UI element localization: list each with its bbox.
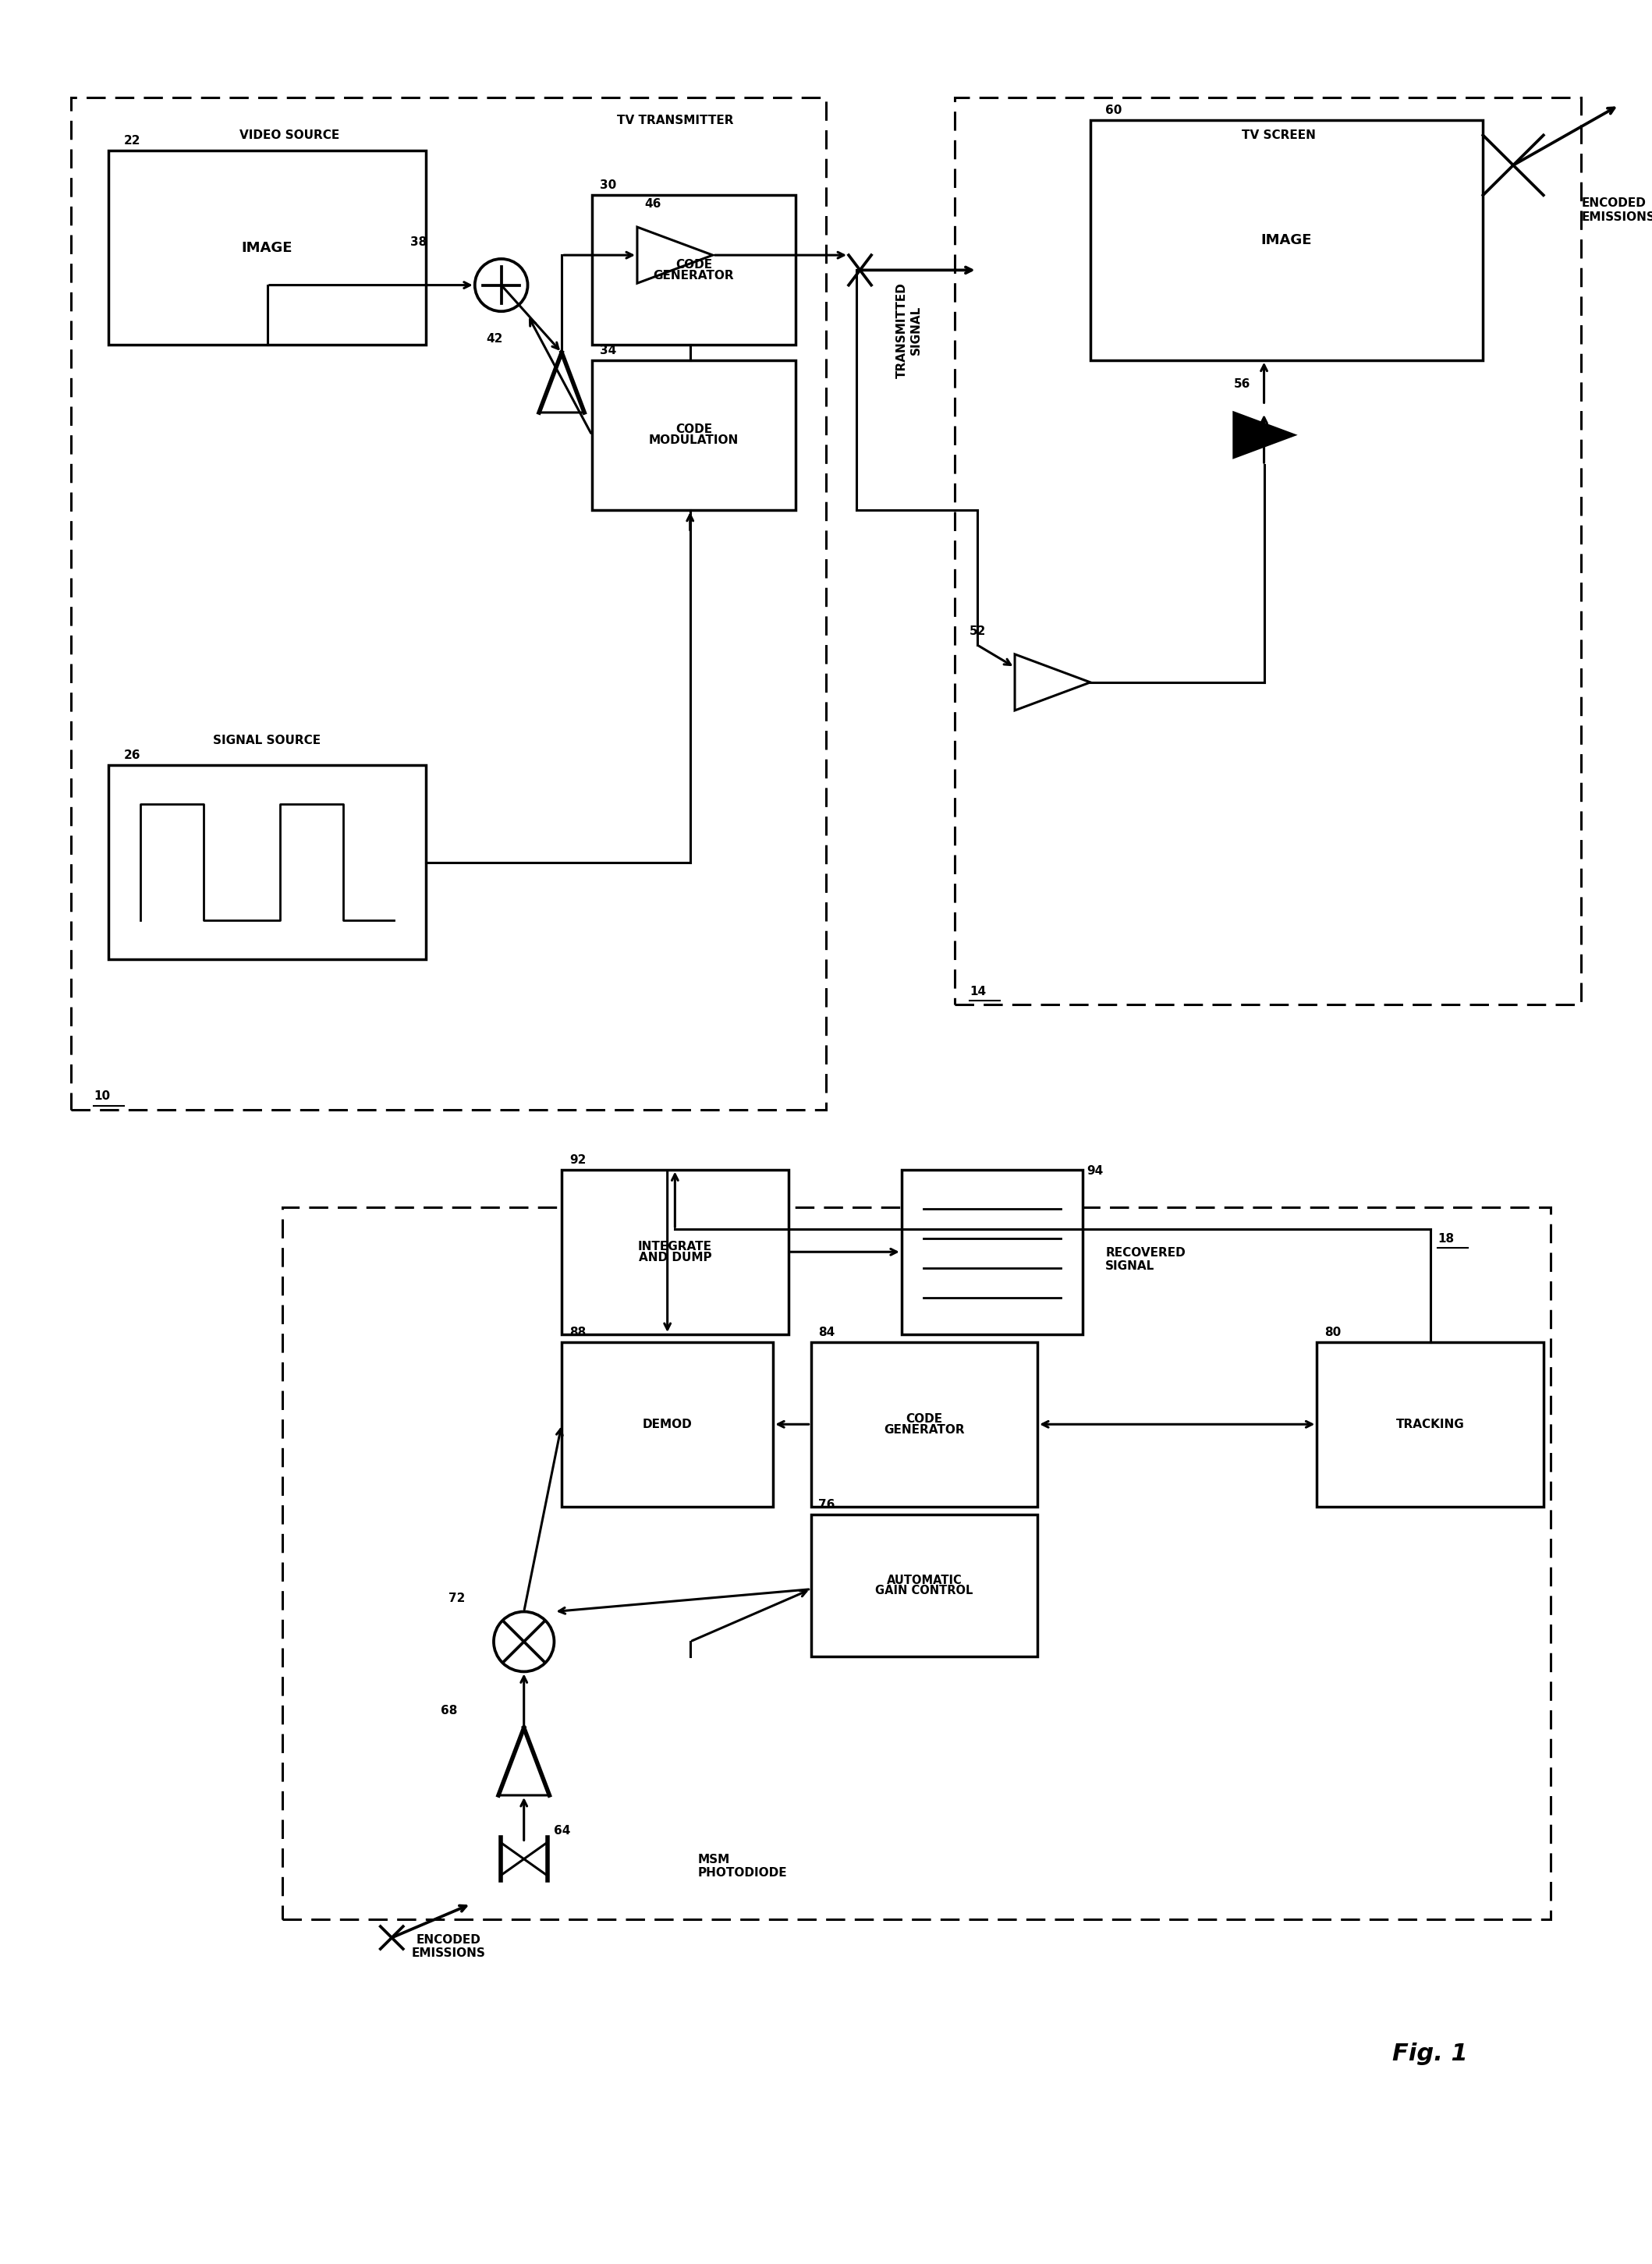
Text: ENCODED
EMISSIONS: ENCODED EMISSIONS <box>411 1933 486 1958</box>
Text: 18: 18 <box>1437 1232 1454 1245</box>
Bar <box>591 195 796 344</box>
Text: ENCODED
EMISSIONS: ENCODED EMISSIONS <box>1581 197 1652 222</box>
Text: CODE: CODE <box>676 423 712 435</box>
Text: 64: 64 <box>553 1825 572 1836</box>
Text: GENERATOR: GENERATOR <box>654 269 733 281</box>
Bar <box>109 765 426 960</box>
Text: 92: 92 <box>570 1155 586 1166</box>
Text: TV TRANSMITTER: TV TRANSMITTER <box>616 115 733 127</box>
Text: GAIN CONTROL: GAIN CONTROL <box>876 1585 973 1596</box>
Text: 26: 26 <box>124 749 140 761</box>
Text: CODE: CODE <box>676 258 712 272</box>
Bar <box>1317 1343 1543 1508</box>
Text: 88: 88 <box>570 1327 586 1338</box>
Text: 46: 46 <box>644 199 661 211</box>
Bar <box>562 1170 788 1333</box>
Text: IMAGE: IMAGE <box>241 240 292 254</box>
Text: 52: 52 <box>970 625 986 638</box>
Text: TRANSMITTED
SIGNAL: TRANSMITTED SIGNAL <box>897 283 922 378</box>
Text: MSM
PHOTODIODE: MSM PHOTODIODE <box>697 1854 786 1879</box>
Text: IMAGE: IMAGE <box>1260 233 1312 247</box>
Text: GENERATOR: GENERATOR <box>884 1424 965 1435</box>
Text: 68: 68 <box>441 1705 458 1716</box>
Text: MODULATION: MODULATION <box>649 435 738 446</box>
Bar <box>811 1515 1037 1657</box>
Bar <box>1090 120 1483 360</box>
Text: INTEGRATE: INTEGRATE <box>638 1241 712 1252</box>
Text: DEMOD: DEMOD <box>643 1420 692 1431</box>
Text: VIDEO SOURCE: VIDEO SOURCE <box>240 129 340 140</box>
Text: 72: 72 <box>448 1592 466 1605</box>
Text: RECOVERED
SIGNAL: RECOVERED SIGNAL <box>1105 1247 1186 1272</box>
Bar <box>71 97 826 1109</box>
Text: Fig. 1: Fig. 1 <box>1393 2042 1469 2065</box>
Text: 30: 30 <box>600 179 616 192</box>
Text: 60: 60 <box>1105 104 1122 115</box>
Text: 80: 80 <box>1325 1327 1341 1338</box>
Text: 84: 84 <box>818 1327 834 1338</box>
Text: 56: 56 <box>1234 378 1251 389</box>
Bar <box>902 1170 1082 1333</box>
Text: 10: 10 <box>94 1091 111 1103</box>
Text: 38: 38 <box>411 235 428 247</box>
Bar <box>109 149 426 344</box>
Text: 22: 22 <box>124 136 140 147</box>
Text: CODE: CODE <box>905 1413 943 1424</box>
Text: TV SCREEN: TV SCREEN <box>1242 129 1317 140</box>
Bar <box>811 1343 1037 1508</box>
Text: TRACKING: TRACKING <box>1396 1420 1464 1431</box>
Text: AND DUMP: AND DUMP <box>638 1252 712 1263</box>
Bar <box>955 97 1581 1005</box>
Text: 14: 14 <box>970 985 986 996</box>
Bar <box>591 360 796 509</box>
Text: AUTOMATIC: AUTOMATIC <box>887 1573 961 1587</box>
Text: 42: 42 <box>486 333 502 344</box>
Text: 76: 76 <box>818 1499 836 1510</box>
Text: 94: 94 <box>1087 1166 1104 1177</box>
Text: SIGNAL SOURCE: SIGNAL SOURCE <box>213 734 320 747</box>
Bar <box>282 1207 1551 1920</box>
Polygon shape <box>1234 412 1294 457</box>
Bar <box>562 1343 773 1508</box>
Text: 34: 34 <box>600 344 616 355</box>
